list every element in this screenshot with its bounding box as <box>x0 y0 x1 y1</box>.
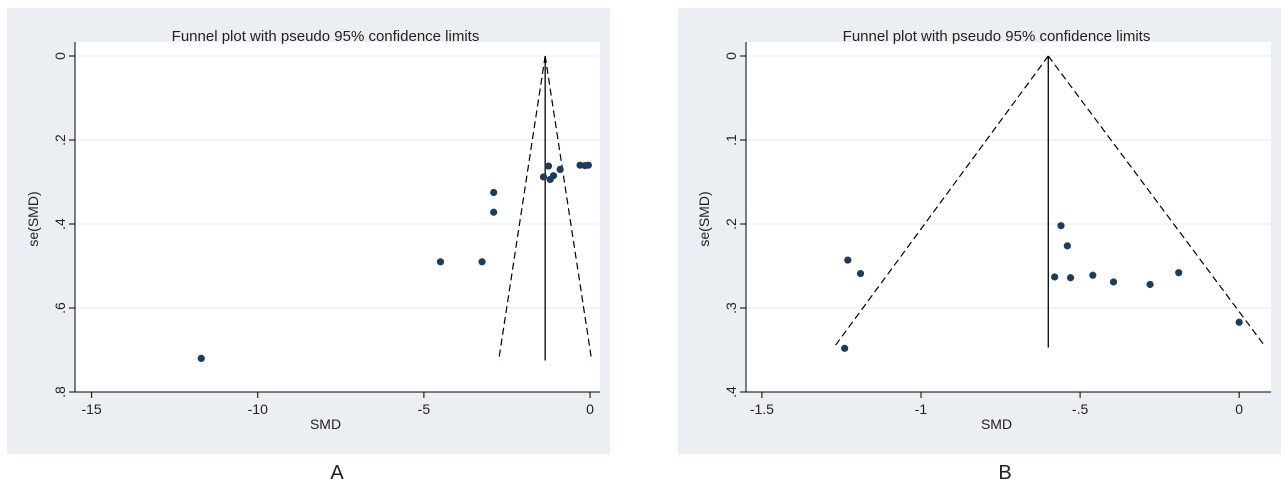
study-point <box>539 173 548 181</box>
study-point <box>841 344 849 352</box>
study-point <box>1235 318 1243 326</box>
study-point <box>490 208 498 216</box>
funnel-plot-panel-a: 0 .2 .4 .6 .8 -15 -10 -5 0 Funnel plot with pseud… <box>7 8 610 454</box>
x-tick-label: -1 <box>915 401 928 417</box>
study-point <box>1066 274 1075 282</box>
study-point <box>1057 222 1065 230</box>
x-tick-label: -5 <box>418 401 431 417</box>
study-point <box>1109 278 1118 286</box>
y-tick-label: .6 <box>52 302 68 314</box>
panel-label-b: B <box>998 462 1012 484</box>
x-axis-label: SMD <box>981 416 1012 432</box>
study-point <box>549 172 558 180</box>
chart-title: Funnel plot with pseudo 95% confidence l… <box>843 28 1151 45</box>
study-point <box>1089 271 1097 279</box>
x-tick-label: 0 <box>1235 401 1243 417</box>
plot-area <box>746 42 1271 392</box>
x-tick-label: -10 <box>248 401 268 417</box>
y-tick-label: .4 <box>52 218 68 230</box>
y-tick-label: 0 <box>52 52 68 60</box>
chart-title: Funnel plot with pseudo 95% confidence l… <box>172 28 480 45</box>
funnel-plot-b-svg: 0 .1 .2 .3 .4 -1.5 -1 -.5 0 Funnel plot with pseu… <box>696 28 1271 432</box>
x-tick-label: -.5 <box>1072 401 1089 417</box>
study-point <box>544 162 553 170</box>
y-tick-label: .4 <box>723 386 739 398</box>
study-point <box>197 354 205 362</box>
funnel-plot-a-svg: 0 .2 .4 .6 .8 -15 -10 -5 0 Funnel plot with pseud… <box>25 28 600 432</box>
study-point <box>436 258 445 266</box>
x-tick-label: -1.5 <box>750 401 774 417</box>
y-tick-label: 0 <box>723 52 739 60</box>
panel-label-a: A <box>330 462 344 484</box>
study-point <box>490 188 498 197</box>
study-point <box>556 165 564 173</box>
lower-confidence-limit <box>834 55 1049 347</box>
funnel-plot-panel-b: 0 .1 .2 .3 .4 -1.5 -1 -.5 0 Funnel plot with pseu… <box>678 8 1281 454</box>
upper-confidence-limit <box>544 55 593 361</box>
y-tick-label: .1 <box>723 134 739 146</box>
lower-confidence-limit <box>498 55 546 361</box>
study-point <box>1063 242 1071 250</box>
y-axis-label: se(SMD) <box>25 191 41 246</box>
y-tick-label: .8 <box>52 386 68 398</box>
upper-confidence-limit <box>1047 55 1266 347</box>
x-tick-label: -15 <box>81 401 101 417</box>
study-point <box>478 258 486 266</box>
study-point <box>844 256 852 264</box>
plot-area <box>75 42 600 392</box>
study-point <box>1175 269 1183 277</box>
y-tick-label: .2 <box>52 134 68 146</box>
study-point <box>1051 273 1059 281</box>
y-axis-label: se(SMD) <box>696 191 712 246</box>
study-point <box>856 269 865 278</box>
y-tick-label: .2 <box>723 218 739 230</box>
study-point <box>1146 280 1154 289</box>
study-point <box>584 161 592 169</box>
x-axis-label: SMD <box>310 416 341 432</box>
x-tick-label: 0 <box>586 401 594 417</box>
y-tick-label: .3 <box>723 302 739 314</box>
